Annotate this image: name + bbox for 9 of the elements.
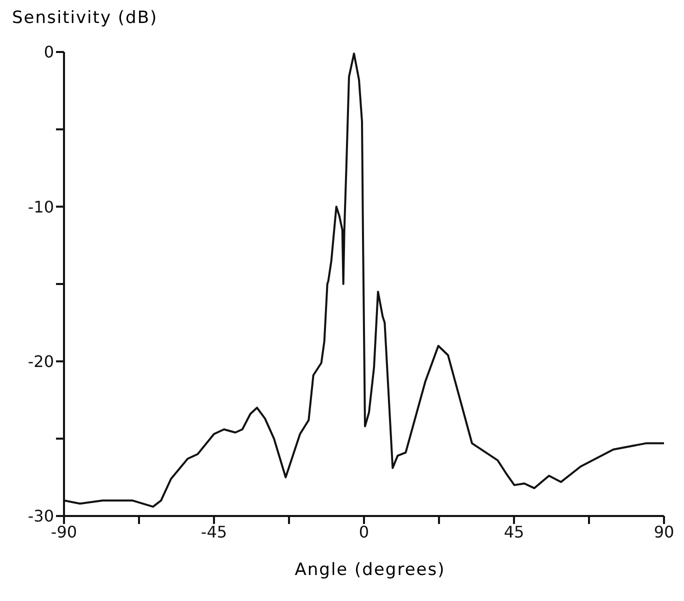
x-axis-title: Angle (degrees) [294,560,446,580]
x-tick-label: -45 [200,522,228,542]
y-tick-label: 0 [44,42,54,62]
x-tick-label: 45 [504,522,524,542]
y-axis-title: Sensitivity (dB) [11,8,159,30]
x-tick-label: 90 [654,522,674,542]
y-tick-label: -10 [28,197,54,216]
y-tick-label: -20 [28,352,54,372]
x-tick-label: 0 [358,522,370,542]
